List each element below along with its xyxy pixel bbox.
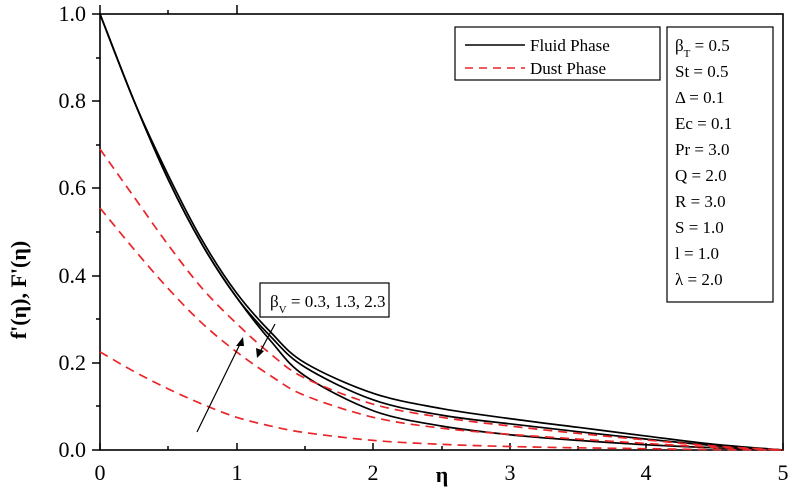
legend: Fluid Phase Dust Phase bbox=[454, 26, 661, 81]
arrow-down-head bbox=[256, 348, 264, 358]
y-tick-1: 0.2 bbox=[59, 350, 87, 375]
annotation-symbol: β bbox=[270, 292, 279, 311]
annotation-values: = 0.3, 1.3, 2.3 bbox=[287, 292, 386, 311]
x-tick-3: 3 bbox=[505, 460, 516, 485]
legend-box bbox=[454, 26, 661, 81]
x-axis-title: η bbox=[436, 462, 449, 487]
annotation-subscript: V bbox=[279, 304, 287, 316]
parameter-box: βT = 0.5 St = 0.5 Δ = 0.1 Ec = 0.1 Pr = … bbox=[666, 26, 774, 303]
arrow-up-head bbox=[236, 337, 244, 346]
fluid-phase-curve-2 bbox=[99, 13, 784, 451]
y-tick-4: 0.8 bbox=[59, 88, 87, 113]
param-l: l = 1.0 bbox=[675, 244, 719, 263]
param-lambda: λ = 2.0 bbox=[675, 270, 723, 289]
legend-fluid-label: Fluid Phase bbox=[530, 36, 610, 55]
y-axis-ticks bbox=[92, 13, 100, 451]
y-tick-2: 0.4 bbox=[59, 263, 87, 288]
data-series bbox=[99, 13, 784, 451]
fluid-phase-curve-1 bbox=[99, 13, 784, 451]
param-st: St = 0.5 bbox=[675, 62, 729, 81]
y-axis-title: f'(η), F'(η) bbox=[6, 241, 31, 339]
svg-text:βV = 0.3, 1.3, 2.3: βV = 0.3, 1.3, 2.3 bbox=[270, 292, 385, 316]
y-tick-3: 0.6 bbox=[59, 175, 87, 200]
param-r: R = 3.0 bbox=[675, 192, 726, 211]
param-pr: Pr = 3.0 bbox=[675, 140, 729, 159]
arrow-down-line bbox=[259, 323, 276, 353]
beta-v-annotation: βV = 0.3, 1.3, 2.3 bbox=[196, 282, 390, 433]
param-beta-t-symbol: β bbox=[675, 36, 684, 55]
param-beta-t: βT = 0.5 bbox=[675, 36, 730, 60]
y-tick-5: 1.0 bbox=[59, 1, 87, 26]
arrow-up-line bbox=[196, 341, 242, 433]
param-beta-t-subscript: T bbox=[684, 48, 691, 60]
param-ec: Ec = 0.1 bbox=[675, 114, 732, 133]
legend-dust-label: Dust Phase bbox=[530, 59, 606, 78]
param-beta-t-value: = 0.5 bbox=[690, 36, 729, 55]
x-tick-2: 2 bbox=[368, 460, 379, 485]
x-tick-0: 0 bbox=[95, 460, 106, 485]
dust-phase-curve-3 bbox=[99, 351, 784, 451]
param-s: S = 1.0 bbox=[675, 218, 724, 237]
x-tick-5: 5 bbox=[778, 460, 789, 485]
param-q: Q = 2.0 bbox=[675, 166, 727, 185]
x-tick-4: 4 bbox=[641, 460, 652, 485]
x-tick-1: 1 bbox=[232, 460, 243, 485]
y-tick-0: 0.0 bbox=[59, 437, 87, 462]
param-delta: Δ = 0.1 bbox=[675, 88, 724, 107]
